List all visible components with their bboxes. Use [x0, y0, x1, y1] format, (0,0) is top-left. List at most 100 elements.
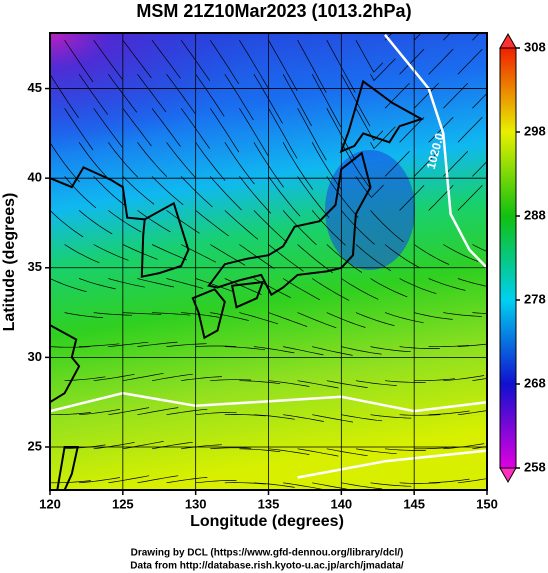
streamline: [210, 244, 246, 266]
streamline: [224, 278, 262, 295]
streamline: [268, 312, 308, 327]
streamline: [355, 244, 392, 272]
colorbar-tick-label: 268: [524, 375, 546, 390]
streamline: [268, 448, 310, 455]
streamline: [311, 142, 343, 191]
streamline: [457, 48, 483, 75]
isobar: [297, 449, 487, 479]
streamline: [399, 185, 425, 211]
streamline: [428, 278, 466, 291]
y-tick-label: 25: [28, 438, 42, 453]
credit: Drawing by DCL (https://www.gfd-dennou.o…: [131, 548, 404, 559]
streamline: [137, 142, 168, 178]
x-tick-label: 125: [112, 496, 134, 511]
streamline: [253, 210, 288, 243]
y-tick-label: 35: [28, 259, 42, 274]
streamline: [195, 480, 237, 484]
streamline: [224, 142, 255, 185]
colorbar-extend: [499, 32, 517, 49]
streamline: [268, 108, 298, 159]
streamline: [137, 475, 179, 484]
streamline: [414, 312, 453, 320]
streamline: [224, 346, 266, 351]
streamline: [457, 410, 487, 416]
streamline: [210, 447, 252, 450]
streamline: [399, 482, 441, 484]
y-tick-label: 40: [28, 170, 42, 185]
streamline: [64, 40, 94, 83]
streamline: [210, 379, 252, 382]
streamline: [253, 414, 295, 420]
streamline: [122, 312, 162, 315]
streamline: [297, 108, 327, 161]
streamline: [50, 210, 84, 238]
streamline: [326, 176, 359, 218]
streamline: [50, 412, 91, 416]
streamline: [137, 73, 167, 113]
map-area: 1020.0: [50, 15, 526, 490]
streamline: [93, 312, 133, 316]
streamline: [268, 380, 310, 387]
streamline: [64, 108, 94, 151]
streamline: [457, 185, 483, 211]
streamline: [370, 210, 404, 243]
streamline: [399, 48, 425, 75]
streamline: [326, 380, 368, 388]
streamline: [108, 210, 142, 233]
coastline: [56, 446, 79, 490]
streamline: [283, 482, 324, 490]
streamline: [414, 378, 456, 382]
streamline: [326, 448, 368, 457]
streamline: [79, 477, 120, 484]
streamline: [137, 341, 178, 347]
streamline: [297, 176, 330, 218]
streamline: [283, 346, 324, 356]
streamline: [297, 380, 339, 389]
streamline: [370, 278, 408, 298]
streamline: [137, 210, 171, 233]
streamline: [297, 448, 339, 457]
streamline: [93, 442, 135, 450]
streamline: [180, 176, 213, 208]
streamline: [370, 414, 412, 419]
streamline: [79, 409, 120, 416]
streamline: [355, 448, 397, 455]
cold-region: [325, 150, 415, 270]
streamline: [370, 346, 411, 353]
streamline: [457, 343, 487, 347]
streamline: [108, 341, 149, 347]
colorbar-tick-label: 288: [524, 207, 546, 222]
streamline: [166, 142, 197, 179]
streamline: [239, 176, 272, 214]
streamline: [122, 176, 155, 205]
streamline: [472, 33, 480, 41]
streamline: [312, 278, 350, 301]
streamline: [384, 448, 426, 451]
streamline: [151, 108, 181, 147]
streamline: [282, 74, 312, 127]
streamline: [355, 176, 384, 199]
x-axis-label: Longitude (degrees): [190, 513, 344, 530]
streamline: [137, 407, 179, 416]
streamline: [268, 244, 304, 272]
coastline: [230, 280, 265, 309]
streamline: [282, 142, 314, 190]
streamline: [502, 15, 526, 40]
streamline: [50, 278, 87, 293]
streamline: [239, 40, 269, 88]
coastline: [140, 201, 190, 278]
streamline: [355, 108, 384, 141]
streamline: [78, 210, 113, 235]
streamline: [195, 278, 233, 292]
streamline: [399, 278, 437, 294]
streamline: [93, 39, 123, 80]
streamline: [122, 441, 164, 450]
streamline: [341, 482, 383, 490]
streamline: [50, 74, 79, 118]
streamline: [78, 278, 116, 290]
streamline: [312, 346, 353, 356]
streamline: [370, 58, 396, 82]
streamline: [443, 375, 485, 382]
streamline: [311, 210, 346, 246]
isobar: [384, 34, 487, 269]
